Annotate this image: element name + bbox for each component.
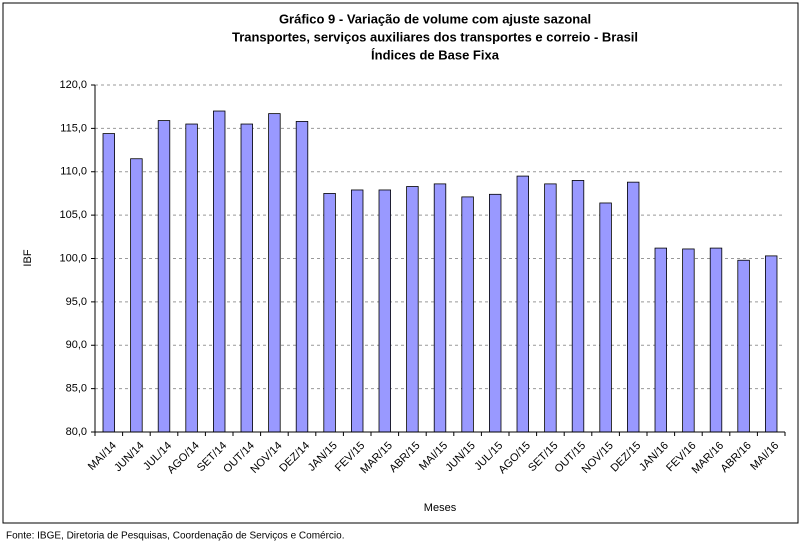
bar xyxy=(765,255,778,433)
x-axis-label: Meses xyxy=(424,502,457,514)
bar xyxy=(682,248,695,433)
bar xyxy=(102,133,115,433)
bar xyxy=(378,189,391,433)
y-tick-label: 115,0 xyxy=(60,122,87,134)
bar xyxy=(433,183,447,433)
bar xyxy=(268,113,281,433)
y-tick-label: 105,0 xyxy=(59,209,87,221)
bar xyxy=(709,247,723,433)
y-tick-label: 85,0 xyxy=(66,383,87,395)
bar xyxy=(627,181,640,433)
y-tick-label: 80,0 xyxy=(66,426,87,438)
bar xyxy=(516,175,529,433)
bar xyxy=(406,186,419,433)
bar xyxy=(130,158,143,433)
bar xyxy=(213,110,226,433)
y-tick-label: 95,0 xyxy=(66,296,87,308)
y-tick-label: 90,0 xyxy=(66,339,87,351)
chart-title: Gráfico 9 - Variação de volume com ajust… xyxy=(279,11,591,26)
bar xyxy=(461,196,474,433)
bar xyxy=(489,193,502,433)
bar xyxy=(157,120,171,433)
y-tick-label: 120,0 xyxy=(59,79,87,91)
bar xyxy=(323,193,336,433)
y-tick-label: 100,0 xyxy=(59,252,87,264)
bar xyxy=(295,121,309,433)
bar xyxy=(737,259,750,433)
bar xyxy=(544,183,557,433)
chart-frame xyxy=(2,2,799,524)
bar xyxy=(240,123,253,433)
bar xyxy=(571,180,585,433)
bar xyxy=(654,247,667,433)
chart-subtitle: Índices de Base Fixa xyxy=(371,47,500,62)
chart-subtitle: Transportes, serviços auxiliares dos tra… xyxy=(232,29,638,44)
y-tick-label: 110,0 xyxy=(60,166,87,178)
y-axis-label: IBF xyxy=(22,249,34,266)
bar xyxy=(599,202,612,433)
bar xyxy=(185,123,198,433)
source-note: Fonte: IBGE, Diretoria de Pesquisas, Coo… xyxy=(6,531,345,542)
bar xyxy=(351,189,364,433)
